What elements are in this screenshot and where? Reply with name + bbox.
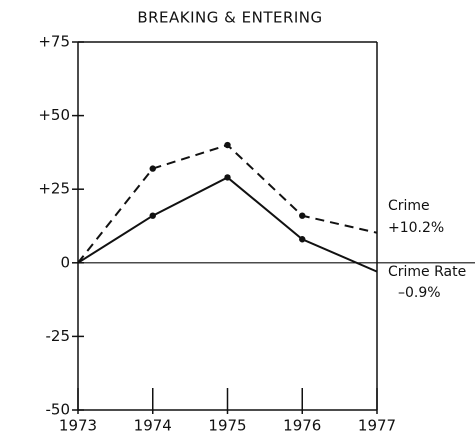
point — [224, 141, 231, 149]
chart-title: BREAKING & ENTERING — [137, 9, 322, 27]
x-tick-label: 1974 — [134, 417, 172, 435]
series-label: Crime Rate — [388, 264, 466, 280]
x-tick-label: 1976 — [283, 417, 321, 435]
y-tick-label: -25 — [46, 327, 71, 345]
annotation: +10.2% — [388, 220, 444, 236]
x-tick-label: 1973 — [59, 417, 97, 435]
y-tick-label: +75 — [38, 33, 70, 51]
y-tick-label: +50 — [38, 106, 70, 124]
point — [149, 212, 156, 219]
point — [299, 236, 306, 243]
x-tick-label: 1975 — [208, 417, 246, 435]
series-line — [77, 143, 378, 264]
x-tick-label: 1977 — [358, 417, 396, 435]
series-line — [77, 176, 378, 273]
annotation: –0.9% — [398, 285, 441, 301]
point — [299, 212, 306, 219]
y-tick-label: 0 — [60, 253, 70, 271]
y-tick-label: -50 — [46, 401, 71, 419]
y-tick-label: +25 — [38, 180, 70, 198]
point — [224, 174, 231, 181]
series-label: Crime — [388, 198, 430, 214]
point — [149, 165, 156, 172]
